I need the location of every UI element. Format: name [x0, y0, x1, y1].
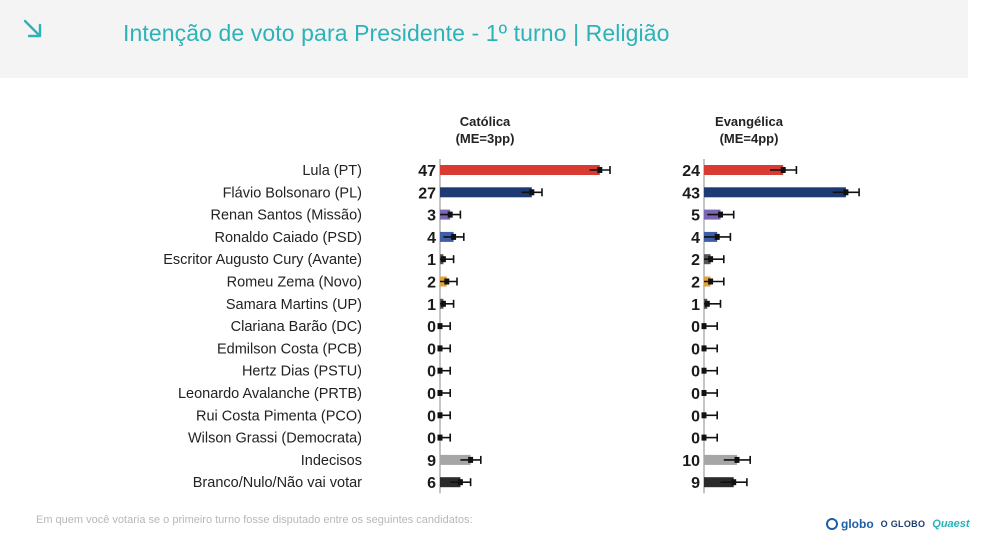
page-title: Intenção de voto para Presidente - 1º tu…: [123, 20, 670, 46]
category-label: Leonardo Avalanche (PRTB): [178, 386, 362, 402]
value-label: 0: [691, 319, 700, 336]
bar: [704, 165, 784, 175]
point-marker: [714, 233, 720, 240]
bar: [704, 187, 846, 198]
value-label: 0: [427, 408, 436, 425]
point-marker: [437, 434, 443, 441]
category-label: Clariana Barão (DC): [231, 319, 362, 335]
point-marker: [440, 300, 446, 307]
category-label: Flávio Bolsonaro (PL): [223, 185, 362, 201]
value-label: 0: [691, 431, 700, 448]
category-label: Lula (PT): [302, 163, 362, 179]
point-marker: [701, 345, 707, 352]
value-label: 10: [682, 453, 700, 470]
point-marker: [451, 233, 457, 240]
point-marker: [701, 367, 707, 374]
value-label: 9: [691, 475, 700, 492]
category-label: Rui Costa Pimenta (PCO): [196, 408, 362, 424]
bar: [704, 454, 737, 465]
value-label: 2: [691, 275, 700, 292]
point-marker: [437, 367, 443, 374]
series-header: Católica: [460, 114, 511, 129]
bar: [440, 187, 532, 198]
point-marker: [437, 390, 443, 396]
point-marker: [440, 256, 446, 263]
point-marker: [701, 412, 707, 419]
value-label: 0: [427, 431, 436, 448]
globo-logo: globo: [826, 517, 874, 531]
point-marker: [444, 278, 450, 285]
category-label: Wilson Grassi (Democrata): [188, 431, 362, 447]
value-label: 1: [427, 252, 436, 269]
arrow-down-right-icon: [23, 19, 42, 38]
value-label: 24: [682, 163, 700, 180]
point-marker: [708, 256, 714, 263]
point-marker: [708, 278, 714, 285]
value-label: 2: [691, 252, 700, 269]
value-label: 0: [691, 341, 700, 358]
point-marker: [701, 434, 707, 441]
oglobo-logo: O GLOBO: [880, 519, 926, 529]
point-marker: [704, 300, 710, 307]
point-marker: [529, 189, 535, 196]
category-label: Hertz Dias (PSTU): [242, 364, 362, 380]
value-label: 1: [427, 297, 436, 314]
value-label: 4: [691, 230, 700, 247]
value-label: 3: [427, 208, 436, 225]
point-marker: [701, 323, 707, 330]
footnote: Em quem você votaria se o primeiro turno…: [36, 514, 473, 526]
point-marker: [597, 167, 603, 173]
logos: globo O GLOBO Quaest: [826, 516, 970, 532]
point-marker: [780, 167, 786, 173]
globo-logo-text: globo: [841, 517, 874, 531]
value-label: 5: [691, 208, 700, 225]
value-label: 0: [691, 408, 700, 425]
point-marker: [701, 390, 707, 396]
point-marker: [718, 211, 723, 218]
header-bar: Intenção de voto para Presidente - 1º tu…: [0, 0, 968, 78]
category-label: Indecisos: [301, 453, 362, 469]
value-label: 27: [418, 185, 436, 202]
series-header: Evangélica: [715, 114, 784, 129]
point-marker: [731, 479, 737, 486]
series-subtitle: (ME=3pp): [456, 131, 515, 146]
category-label: Samara Martins (UP): [226, 297, 362, 313]
value-label: 0: [427, 364, 436, 381]
category-label: Edmilson Costa (PCB): [217, 341, 362, 357]
point-marker: [437, 412, 443, 419]
point-marker: [734, 456, 740, 463]
point-marker: [457, 479, 463, 486]
point-marker: [437, 323, 443, 330]
value-label: 6: [427, 475, 436, 492]
value-label: 4: [427, 230, 436, 247]
value-label: 0: [691, 386, 700, 403]
value-label: 2: [427, 275, 436, 292]
category-label: Romeu Zema (Novo): [227, 275, 362, 291]
value-label: 43: [682, 185, 700, 202]
value-label: 0: [427, 341, 436, 358]
value-label: 0: [427, 319, 436, 336]
bar: [440, 454, 471, 465]
value-label: 9: [427, 453, 436, 470]
series-subtitle: (ME=4pp): [720, 131, 779, 146]
value-label: 47: [418, 163, 436, 180]
quaest-logo: Quaest: [932, 518, 970, 530]
bar: [440, 165, 600, 175]
point-marker: [843, 189, 849, 196]
value-label: 0: [427, 386, 436, 403]
category-label: Renan Santos (Missão): [210, 208, 362, 224]
globo-icon: [826, 518, 838, 530]
category-label: Ronaldo Caiado (PSD): [215, 230, 363, 246]
point-marker: [468, 456, 474, 463]
point-marker: [437, 345, 443, 352]
point-marker: [447, 211, 453, 218]
value-label: 1: [691, 297, 700, 314]
value-label: 0: [691, 364, 700, 381]
category-label: Branco/Nulo/Não vai votar: [193, 475, 362, 491]
category-label: Escritor Augusto Cury (Avante): [163, 252, 362, 268]
bar: [704, 477, 734, 488]
